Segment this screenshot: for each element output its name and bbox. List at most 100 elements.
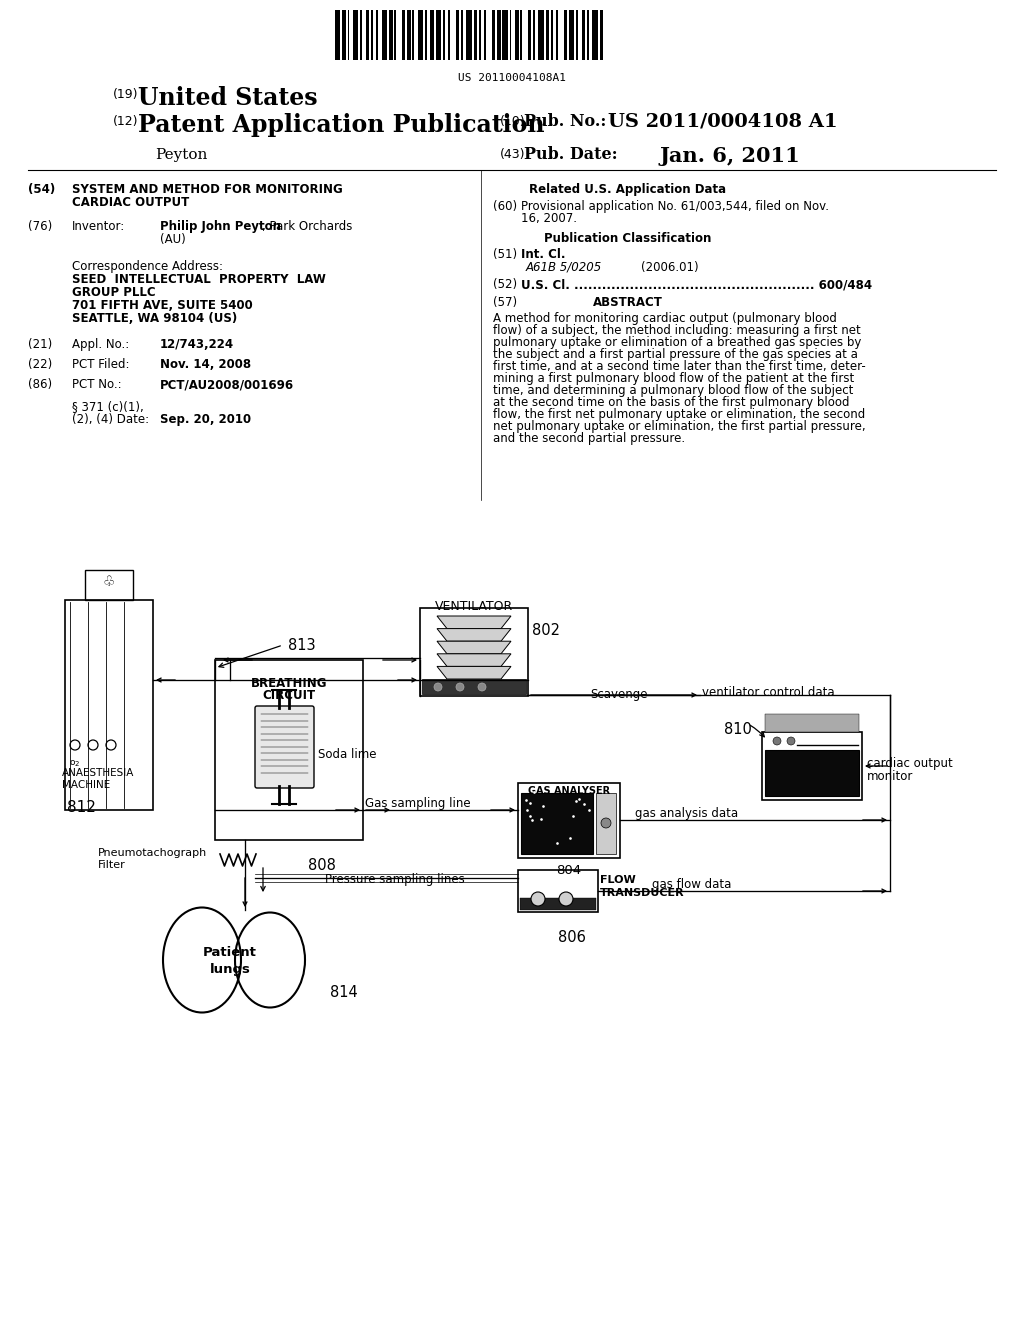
- Text: GROUP PLLC: GROUP PLLC: [72, 286, 156, 300]
- Text: Pub. Date:: Pub. Date:: [524, 147, 617, 162]
- Text: 814: 814: [330, 985, 357, 1001]
- Text: 701 FIFTH AVE, SUITE 5400: 701 FIFTH AVE, SUITE 5400: [72, 300, 253, 312]
- Bar: [563, 11, 567, 59]
- Bar: [422, 678, 526, 694]
- Circle shape: [601, 818, 611, 828]
- Circle shape: [787, 737, 795, 744]
- Text: Inventor:: Inventor:: [72, 220, 125, 234]
- Text: A method for monitoring cardiac output (pulmonary blood: A method for monitoring cardiac output (…: [493, 312, 837, 325]
- Text: 2: 2: [75, 762, 80, 767]
- Bar: [436, 11, 441, 59]
- Text: (51): (51): [493, 248, 517, 261]
- Text: and the second partial pressure.: and the second partial pressure.: [493, 432, 685, 445]
- Text: Correspondence Address:: Correspondence Address:: [72, 260, 223, 273]
- Circle shape: [478, 682, 486, 690]
- Text: PCT/AU2008/001696: PCT/AU2008/001696: [160, 378, 294, 391]
- Bar: [600, 11, 603, 59]
- Text: 12/743,224: 12/743,224: [160, 338, 234, 351]
- Text: Patent Application Publication: Patent Application Publication: [138, 114, 545, 137]
- Text: MACHINE: MACHINE: [62, 780, 111, 789]
- Bar: [394, 11, 396, 59]
- Text: GAS ANALYSER: GAS ANALYSER: [528, 785, 610, 796]
- Text: US 20110004108A1: US 20110004108A1: [458, 73, 566, 83]
- Text: (76): (76): [28, 220, 52, 234]
- Bar: [765, 750, 859, 796]
- Circle shape: [773, 737, 781, 744]
- Text: Jan. 6, 2011: Jan. 6, 2011: [660, 147, 801, 166]
- Text: (2), (4) Date:: (2), (4) Date:: [72, 413, 150, 426]
- Text: (2006.01): (2006.01): [641, 261, 698, 275]
- Bar: [420, 609, 528, 696]
- Text: Pneumotachograph: Pneumotachograph: [98, 847, 207, 858]
- Text: SEATTLE, WA 98104 (US): SEATTLE, WA 98104 (US): [72, 312, 238, 325]
- Bar: [593, 11, 598, 59]
- Bar: [371, 11, 373, 59]
- Text: VENTILATOR: VENTILATOR: [435, 601, 513, 612]
- Text: 802: 802: [532, 623, 560, 638]
- Bar: [360, 11, 362, 59]
- Text: Pub. No.:: Pub. No.:: [524, 114, 606, 129]
- Text: ANAESTHESIA: ANAESTHESIA: [62, 768, 134, 777]
- Text: FLOW: FLOW: [600, 875, 636, 884]
- Text: (52): (52): [493, 279, 517, 290]
- Bar: [418, 11, 423, 59]
- Text: (10): (10): [500, 115, 525, 128]
- Bar: [762, 733, 862, 800]
- FancyBboxPatch shape: [255, 706, 314, 788]
- Bar: [366, 11, 370, 59]
- Bar: [430, 11, 434, 59]
- Bar: [479, 11, 481, 59]
- Text: (86): (86): [28, 378, 52, 391]
- Text: 808: 808: [308, 858, 336, 873]
- Bar: [215, 660, 362, 840]
- Text: flow) of a subject, the method including: measuring a first net: flow) of a subject, the method including…: [493, 323, 861, 337]
- Circle shape: [434, 682, 442, 690]
- Bar: [347, 11, 349, 59]
- Text: Sep. 20, 2010: Sep. 20, 2010: [160, 413, 251, 426]
- Circle shape: [559, 892, 573, 906]
- Text: gas analysis data: gas analysis data: [635, 807, 738, 820]
- Bar: [539, 11, 544, 59]
- Text: net pulmonary uptake or elimination, the first partial pressure,: net pulmonary uptake or elimination, the…: [493, 420, 865, 433]
- Text: § 371 (c)(1),: § 371 (c)(1),: [72, 400, 143, 413]
- Bar: [520, 898, 596, 909]
- Text: gas flow data: gas flow data: [652, 878, 731, 891]
- Bar: [596, 793, 616, 854]
- Bar: [510, 11, 511, 59]
- Text: (43): (43): [500, 148, 525, 161]
- Text: monitor: monitor: [867, 770, 913, 783]
- Polygon shape: [437, 653, 511, 667]
- Polygon shape: [437, 667, 511, 678]
- Text: (AU): (AU): [160, 234, 185, 246]
- Text: Philip John Peyton: Philip John Peyton: [160, 220, 281, 234]
- Text: first time, and at a second time later than the first time, deter-: first time, and at a second time later t…: [493, 360, 865, 374]
- Text: BREATHING: BREATHING: [251, 677, 328, 690]
- Text: CARDIAC OUTPUT: CARDIAC OUTPUT: [72, 195, 189, 209]
- Bar: [335, 11, 340, 59]
- Bar: [449, 11, 451, 59]
- Text: Int. Cl.: Int. Cl.: [521, 248, 565, 261]
- Text: time, and determining a pulmonary blood flow of the subject: time, and determining a pulmonary blood …: [493, 384, 853, 397]
- Text: cardiac output: cardiac output: [867, 756, 952, 770]
- Text: at the second time on the basis of the first pulmonary blood: at the second time on the basis of the f…: [493, 396, 850, 409]
- Bar: [503, 11, 508, 59]
- Text: lungs: lungs: [210, 964, 251, 977]
- Bar: [461, 11, 463, 59]
- Bar: [521, 793, 593, 854]
- Polygon shape: [437, 642, 511, 653]
- Text: Scavenge: Scavenge: [590, 688, 647, 701]
- Text: TRANSDUCER: TRANSDUCER: [600, 888, 685, 898]
- Bar: [577, 11, 578, 59]
- Bar: [443, 11, 444, 59]
- Bar: [527, 11, 531, 59]
- Bar: [484, 11, 486, 59]
- Text: U.S. Cl. .................................................... 600/484: U.S. Cl. ...............................…: [521, 279, 872, 290]
- Bar: [515, 11, 518, 59]
- Text: 812: 812: [67, 800, 96, 814]
- Text: Peyton: Peyton: [155, 148, 208, 162]
- Text: SYSTEM AND METHOD FOR MONITORING: SYSTEM AND METHOD FOR MONITORING: [72, 183, 343, 195]
- Text: Nov. 14, 2008: Nov. 14, 2008: [160, 358, 251, 371]
- Text: Gas sampling line: Gas sampling line: [365, 797, 471, 810]
- Text: SEED  INTELLECTUAL  PROPERTY  LAW: SEED INTELLECTUAL PROPERTY LAW: [72, 273, 326, 286]
- Bar: [551, 11, 553, 59]
